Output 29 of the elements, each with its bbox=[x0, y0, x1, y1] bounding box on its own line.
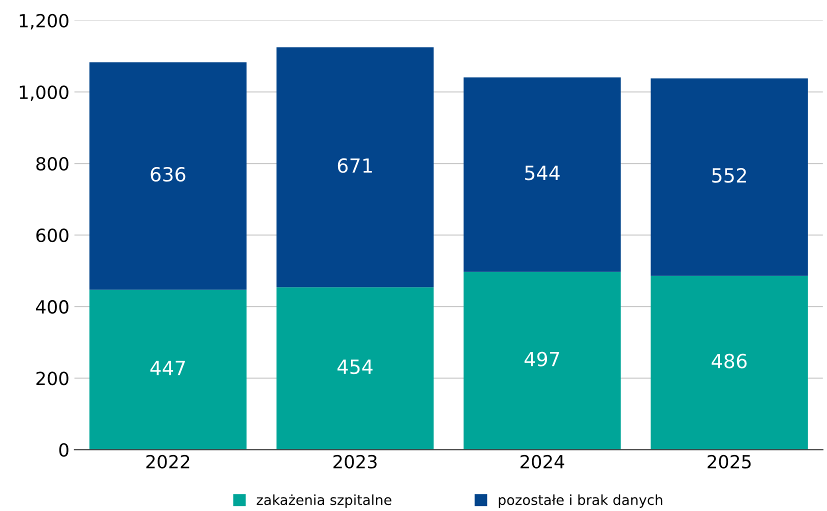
data-label: 636 bbox=[150, 166, 186, 182]
x-tick-label: 2024 bbox=[520, 454, 564, 469]
data-label: 454 bbox=[337, 360, 373, 374]
x-tick-label: 2023 bbox=[333, 454, 377, 469]
y-tick-label: 400 bbox=[36, 300, 68, 314]
data-label: 447 bbox=[150, 360, 185, 376]
x-tick-label: 2022 bbox=[146, 454, 190, 469]
y-tick-label: 600 bbox=[36, 228, 68, 242]
y-tick-label: 0 bbox=[59, 443, 68, 457]
y-tick-label: 200 bbox=[36, 372, 68, 386]
x-tick-label: 2025 bbox=[708, 454, 751, 469]
bar bbox=[89, 290, 247, 450]
bar bbox=[276, 287, 434, 450]
bar bbox=[89, 62, 247, 290]
bar bbox=[650, 276, 808, 450]
data-label: 671 bbox=[338, 158, 372, 173]
bar bbox=[464, 272, 621, 450]
y-tick-label: 1,000 bbox=[20, 85, 68, 101]
y-tick-label: 1,200 bbox=[20, 14, 68, 30]
data-label: 544 bbox=[525, 166, 560, 180]
bar bbox=[650, 78, 808, 276]
legend-label: pozostałe i brak danych bbox=[498, 494, 662, 508]
data-label: 486 bbox=[712, 354, 747, 368]
y-tick-label: 800 bbox=[36, 156, 68, 171]
bar bbox=[464, 77, 621, 272]
legend-label: zakażenia szpitalne bbox=[256, 494, 392, 508]
data-label: 552 bbox=[712, 168, 746, 183]
bar bbox=[276, 47, 434, 288]
data-label: 497 bbox=[524, 352, 560, 366]
